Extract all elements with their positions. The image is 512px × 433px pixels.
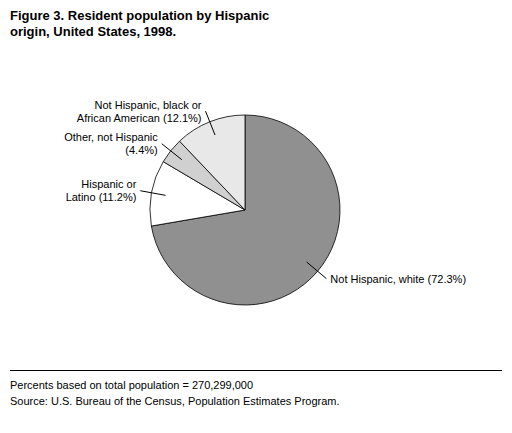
svg-text:Not Hispanic, white (72.3%): Not Hispanic, white (72.3%) — [330, 273, 466, 285]
svg-text:Hispanic orLatino (11.2%): Hispanic orLatino (11.2%) — [66, 178, 137, 203]
html-text:Percents based on total popula: Percents based on total population = 270… — [10, 379, 254, 391]
svg-text:Other, not Hispanic(4.4%): Other, not Hispanic(4.4%) — [64, 131, 158, 156]
html-text:Source: U.S. Bureau of the Cen: Source: U.S. Bureau of the Census, Popul… — [10, 395, 340, 407]
html-text:origin, United States, 1998.: origin, United States, 1998. — [10, 24, 177, 39]
html-text:Figure 3. Resident population: Figure 3. Resident population by Hispani… — [10, 8, 270, 23]
svg-text:Not Hispanic, black orAfrican: Not Hispanic, black orAfrican American (… — [77, 99, 202, 124]
